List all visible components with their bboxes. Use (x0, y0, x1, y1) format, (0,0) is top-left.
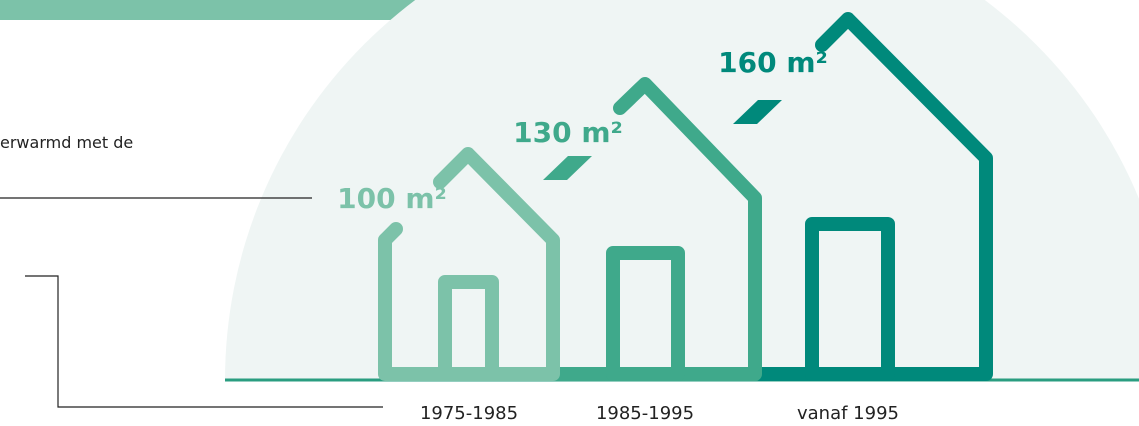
house-period: vanaf 1995 (797, 403, 899, 424)
top-bar (0, 0, 450, 20)
house (378, 147, 560, 381)
intro-text: erwarmd met de (0, 133, 133, 152)
house (549, 77, 762, 381)
house-size: 100 m² (337, 182, 447, 215)
house-size: 160 m² (718, 46, 828, 79)
house-period: 1985-1995 (596, 403, 694, 424)
house-period: 1975-1985 (420, 403, 518, 424)
house (753, 12, 993, 381)
bracket-line (25, 275, 383, 408)
roof-slash (733, 100, 782, 124)
roof-slash (543, 156, 592, 180)
house-size: 130 m² (513, 116, 623, 149)
